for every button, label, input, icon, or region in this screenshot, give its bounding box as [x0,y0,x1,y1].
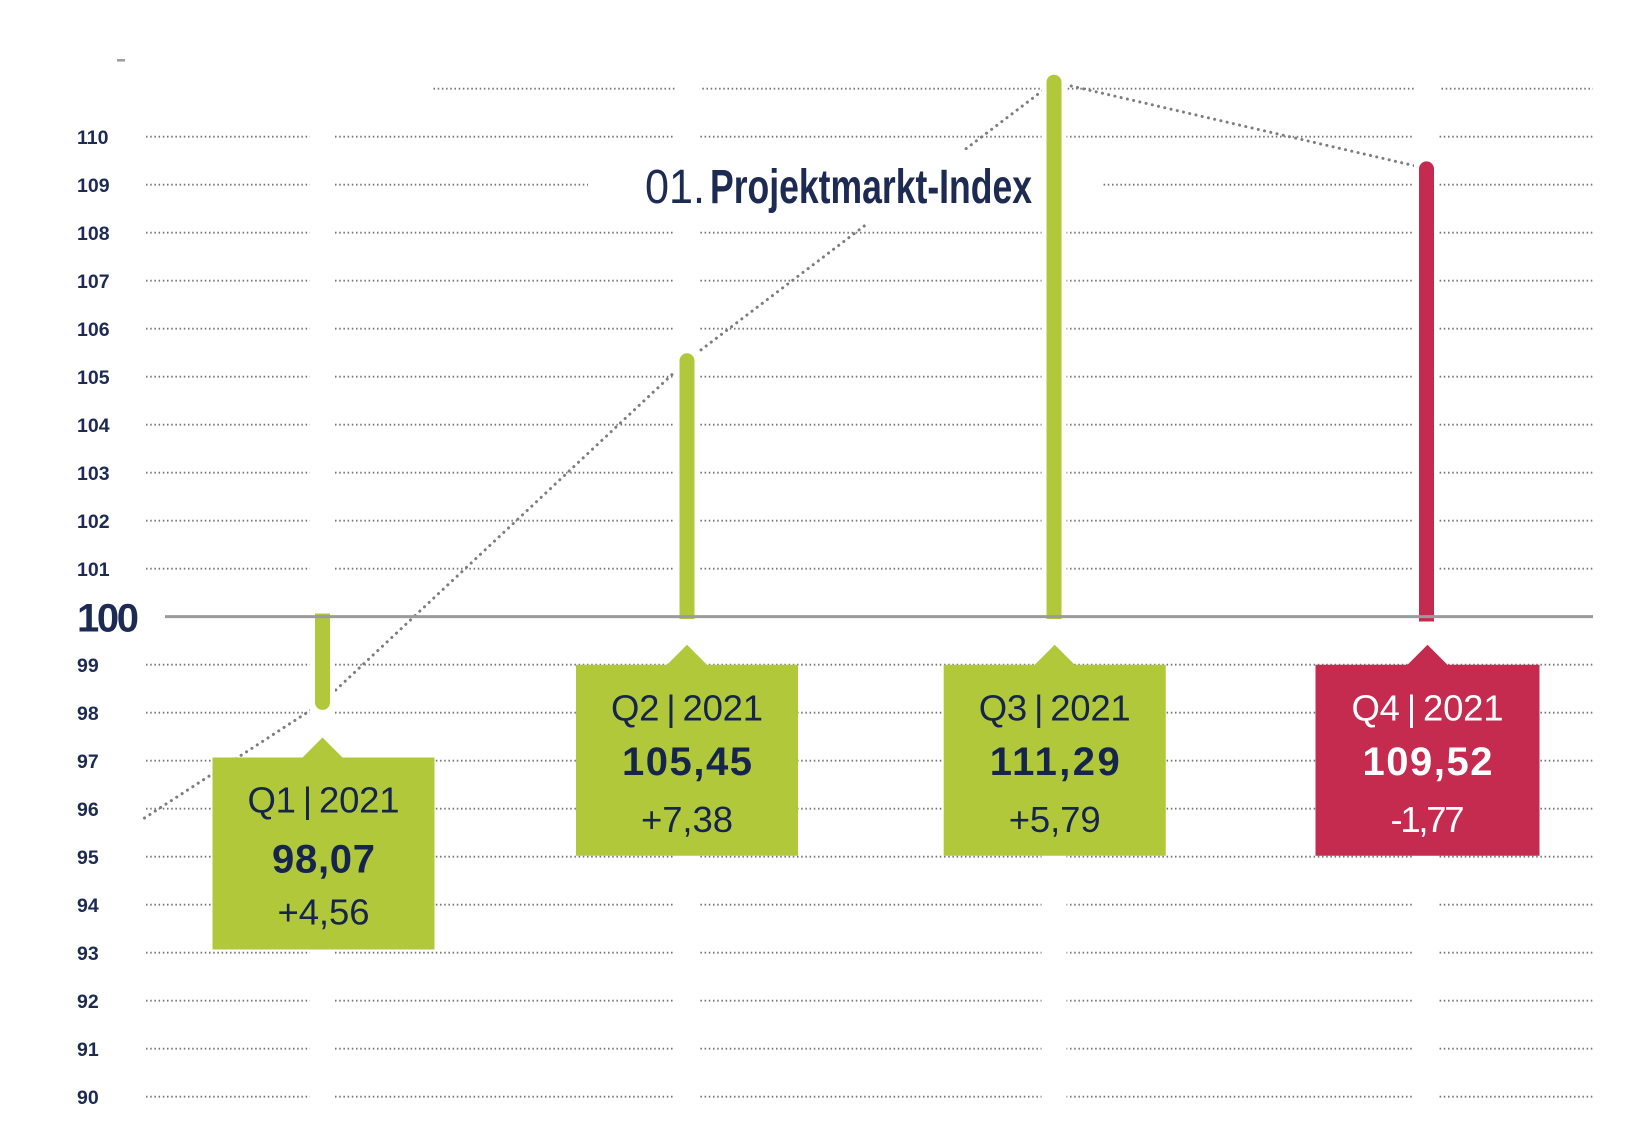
svg-text:99: 99 [77,655,99,677]
svg-text:106: 106 [77,319,110,341]
svg-text:91: 91 [77,1039,99,1061]
svg-text:105: 105 [77,367,110,389]
svg-text:-1,77: -1,77 [1391,799,1465,840]
svg-text:97: 97 [77,751,99,773]
svg-text:01.: 01. [645,161,705,214]
svg-text:+4,56: +4,56 [278,891,370,932]
svg-text:98: 98 [77,703,99,725]
svg-text:+5,79: +5,79 [1009,799,1101,840]
svg-text:+7,38: +7,38 [641,799,733,840]
svg-text:95: 95 [77,847,99,869]
svg-text:109: 109 [77,175,110,197]
svg-text:98,07: 98,07 [272,838,375,882]
svg-text:110: 110 [77,127,109,149]
svg-text:102: 102 [77,511,110,533]
svg-text:109,52: 109,52 [1363,740,1493,784]
svg-text:108: 108 [77,223,110,245]
svg-text:Q4 | 2021: Q4 | 2021 [1352,687,1504,728]
svg-text:104: 104 [77,415,110,437]
svg-text:93: 93 [77,943,99,965]
svg-text:105,45: 105,45 [622,740,752,784]
svg-text:Q1 | 2021: Q1 | 2021 [248,780,400,821]
svg-text:103: 103 [77,463,110,485]
svg-text:101: 101 [77,559,110,581]
svg-text:90: 90 [77,1087,99,1109]
svg-text:111,29: 111,29 [990,740,1120,784]
svg-text:107: 107 [77,271,110,293]
svg-text:Q3 | 2021: Q3 | 2021 [979,687,1131,728]
svg-text:100: 100 [77,596,139,640]
svg-text:Projektmarkt-Index: Projektmarkt-Index [710,161,1032,214]
svg-text:92: 92 [77,991,99,1013]
svg-text:Q2 | 2021: Q2 | 2021 [611,687,763,728]
svg-text:96: 96 [77,799,99,821]
svg-text:94: 94 [77,895,99,917]
